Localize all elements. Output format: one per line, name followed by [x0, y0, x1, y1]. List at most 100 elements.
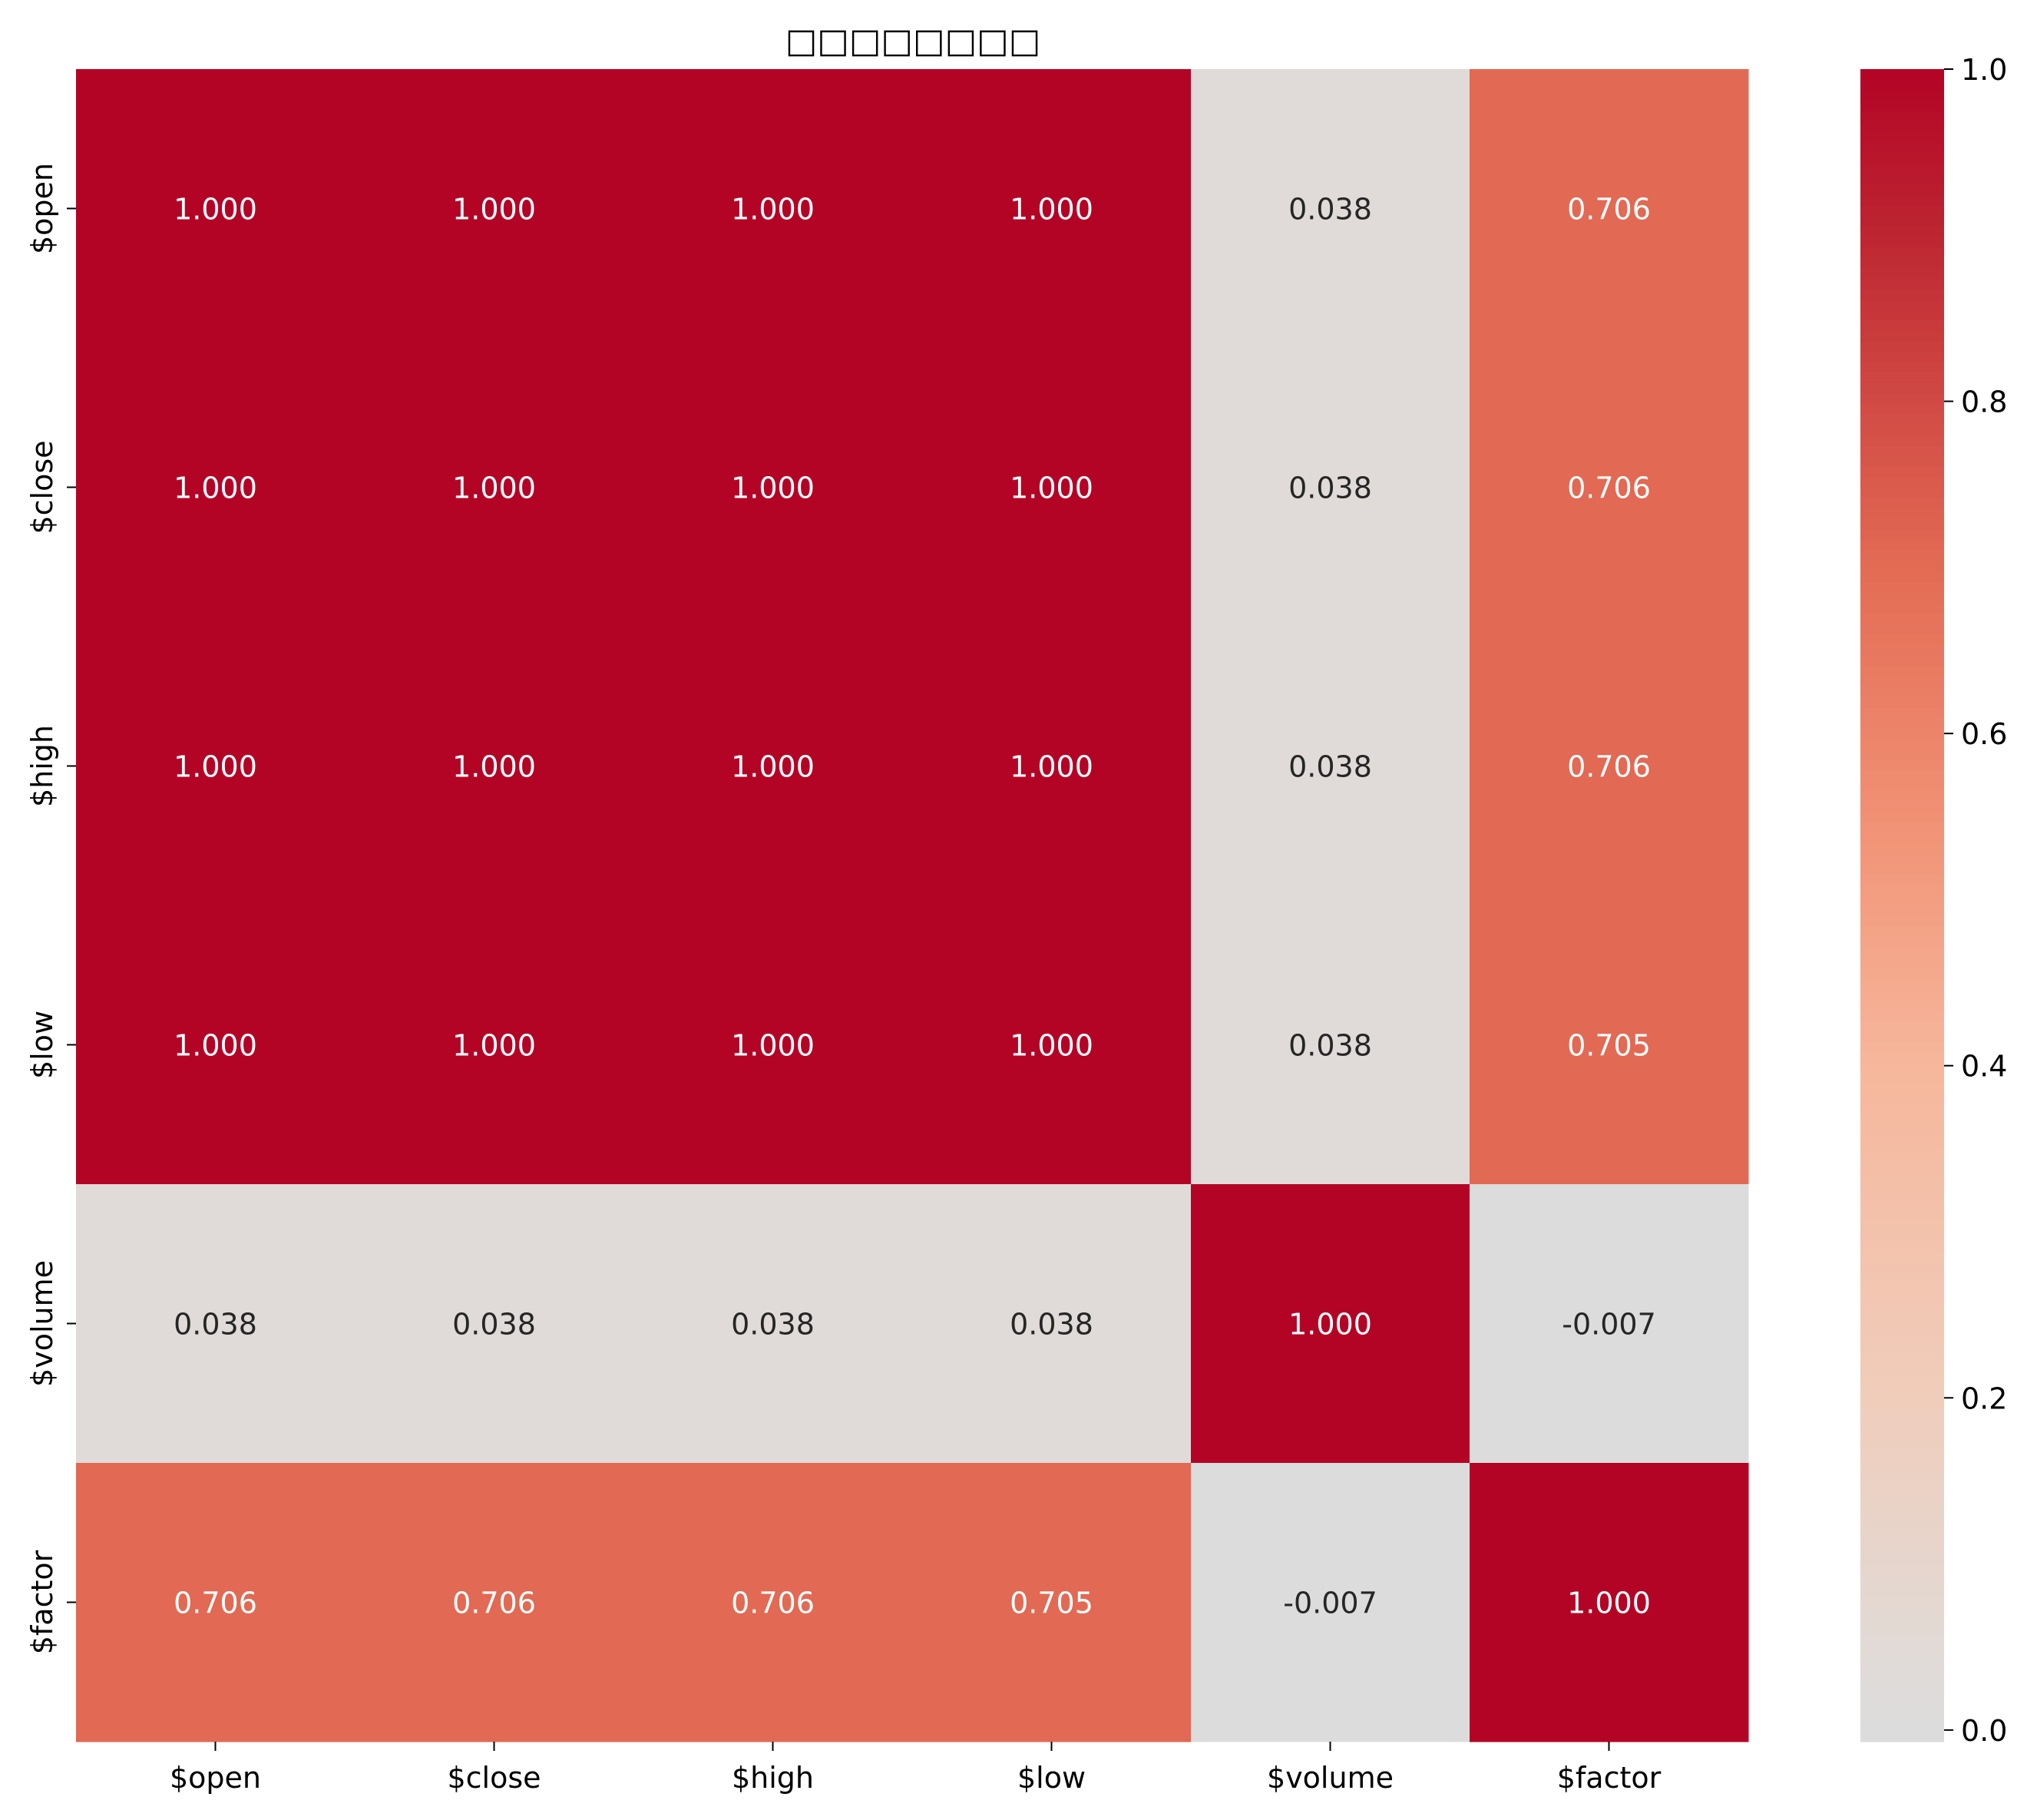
- heatmap-cell-2-4: [1191, 627, 1470, 906]
- cell-value-label-3-2: 1.000: [731, 1029, 815, 1063]
- cell-value-label-4-0: 0.038: [174, 1308, 257, 1342]
- colorbar-segment: [1860, 1344, 1944, 1355]
- heatmap-cell-0-5: [1470, 69, 1749, 349]
- colorbar-segment: [1860, 1239, 1944, 1251]
- colorbar-segment: [1860, 1323, 1944, 1335]
- colorbar-segment: [1860, 184, 1944, 195]
- heatmap-cell-4-0: [76, 1184, 355, 1464]
- colorbar-tick-label-1: 0.2: [1961, 1382, 2007, 1415]
- colorbar-segment: [1860, 654, 1944, 666]
- colorbar-segment: [1860, 936, 1944, 948]
- colorbar-segment: [1860, 1448, 1944, 1461]
- cell-value-label-5-1: 0.706: [452, 1587, 536, 1620]
- colorbar-segment: [1860, 1312, 1944, 1325]
- colorbar-segment: [1860, 131, 1944, 143]
- colorbar-segment: [1860, 278, 1944, 290]
- chart-title: □□□□□□□□: [785, 22, 1041, 61]
- cell-value-label-5-0: 0.706: [174, 1587, 257, 1620]
- colorbar-tick-label-3: 0.6: [1961, 717, 2007, 751]
- cell-value-label-4-2: 0.038: [731, 1308, 815, 1342]
- colorbar-segment: [1860, 1595, 1944, 1607]
- colorbar-segment: [1860, 204, 1944, 217]
- cell-value-label-0-2: 1.000: [731, 193, 815, 227]
- cell-value-label-1-1: 1.000: [452, 472, 536, 505]
- colorbar: 0.0 0.2 0.4 0.6 0.8 1.0: [1860, 53, 2007, 1748]
- heatmap-cell-3-1: [355, 905, 634, 1185]
- colorbar-segment: [1860, 664, 1944, 677]
- colorbar-tick-label-0: 0.0: [1961, 1714, 2007, 1748]
- heatmap-cell-labels: 1.000 1.000 1.000 1.000 0.038 0.706 1.000 1.000…: [174, 193, 1656, 1620]
- colorbar-segment: [1860, 1260, 1944, 1272]
- cell-value-label-2-3: 1.000: [1010, 750, 1093, 784]
- heatmap-cell-5-2: [633, 1463, 913, 1742]
- cell-value-label-1-0: 1.000: [174, 472, 257, 505]
- heatmap-cell-4-3: [912, 1184, 1192, 1464]
- cell-value-label-1-3: 1.000: [1010, 472, 1093, 505]
- colorbar-segment: [1860, 822, 1944, 833]
- heatmap-cell-5-4: [1191, 1463, 1470, 1742]
- colorbar-segment: [1860, 1438, 1944, 1450]
- colorbar-segment: [1860, 267, 1944, 279]
- heatmap-cell-4-5: [1470, 1184, 1749, 1464]
- colorbar-segment: [1860, 1616, 1944, 1627]
- colorbar-segment: [1860, 1176, 1944, 1189]
- colorbar-segment: [1860, 1647, 1944, 1659]
- colorbar-segment: [1860, 1114, 1944, 1126]
- x-tick-label-3: $low: [1017, 1761, 1086, 1795]
- colorbar-segment: [1860, 1135, 1944, 1147]
- x-axis: $open $close $high $low $volume $factor: [170, 1742, 1662, 1795]
- cell-value-label-0-4: 0.038: [1288, 193, 1372, 227]
- colorbar-segment: [1860, 288, 1944, 300]
- colorbar-segment: [1860, 884, 1944, 895]
- x-tick-label-0: $open: [170, 1761, 261, 1795]
- y-tick-label-2: $high: [25, 725, 59, 807]
- colorbar-segment: [1860, 79, 1944, 91]
- heatmap-cell-5-5: [1470, 1463, 1749, 1742]
- colorbar-segment: [1860, 392, 1944, 405]
- colorbar-segment: [1860, 769, 1944, 781]
- x-tick-label-2: $high: [732, 1761, 814, 1795]
- heatmap-cell-1-2: [633, 348, 913, 627]
- colorbar-tick-label-5: 1.0: [1961, 53, 2007, 87]
- colorbar-segment: [1860, 1699, 1944, 1711]
- colorbar-segment: [1860, 498, 1944, 509]
- cell-value-label-5-5: 1.000: [1567, 1587, 1651, 1620]
- colorbar-segment: [1860, 560, 1944, 571]
- colorbar-segment: [1860, 1658, 1944, 1669]
- cell-value-label-0-0: 1.000: [174, 193, 257, 227]
- y-tick-label-3: $low: [25, 1011, 59, 1079]
- colorbar-segment: [1860, 1250, 1944, 1262]
- colorbar-segment: [1860, 644, 1944, 655]
- cell-value-label-4-4: 1.000: [1288, 1308, 1372, 1342]
- colorbar-tick-label-4: 0.8: [1961, 386, 2007, 419]
- colorbar-segment: [1860, 811, 1944, 822]
- heatmap-cell-0-4: [1191, 69, 1470, 349]
- colorbar-segment: [1860, 1407, 1944, 1418]
- colorbar-segment: [1860, 1470, 1944, 1481]
- heatmap-cell-5-0: [76, 1463, 355, 1742]
- colorbar-segment: [1860, 1187, 1944, 1199]
- colorbar-segment: [1860, 1124, 1944, 1137]
- colorbar-segment: [1860, 518, 1944, 530]
- cell-value-label-2-0: 1.000: [174, 750, 257, 784]
- colorbar-segment: [1860, 790, 1944, 802]
- colorbar-segment: [1860, 748, 1944, 760]
- colorbar-segment: [1860, 539, 1944, 551]
- colorbar-segment: [1860, 340, 1944, 352]
- heatmap-cell-2-1: [355, 627, 634, 906]
- colorbar-segment: [1860, 1606, 1944, 1617]
- colorbar-segment: [1860, 696, 1944, 707]
- colorbar-segment: [1860, 926, 1944, 938]
- heatmap-cell-2-3: [912, 627, 1192, 906]
- colorbar-segment: [1860, 1689, 1944, 1701]
- colorbar-segment: [1860, 958, 1944, 969]
- cell-value-label-5-2: 0.706: [731, 1587, 815, 1620]
- colorbar-segment: [1860, 852, 1944, 865]
- heatmap-cell-5-3: [912, 1463, 1192, 1742]
- heatmap-cell-3-4: [1191, 905, 1470, 1185]
- colorbar-segment: [1860, 571, 1944, 582]
- colorbar-segment: [1860, 706, 1944, 718]
- colorbar-segment: [1860, 1031, 1944, 1042]
- cell-value-label-0-5: 0.706: [1567, 193, 1651, 227]
- colorbar-segment: [1860, 194, 1944, 206]
